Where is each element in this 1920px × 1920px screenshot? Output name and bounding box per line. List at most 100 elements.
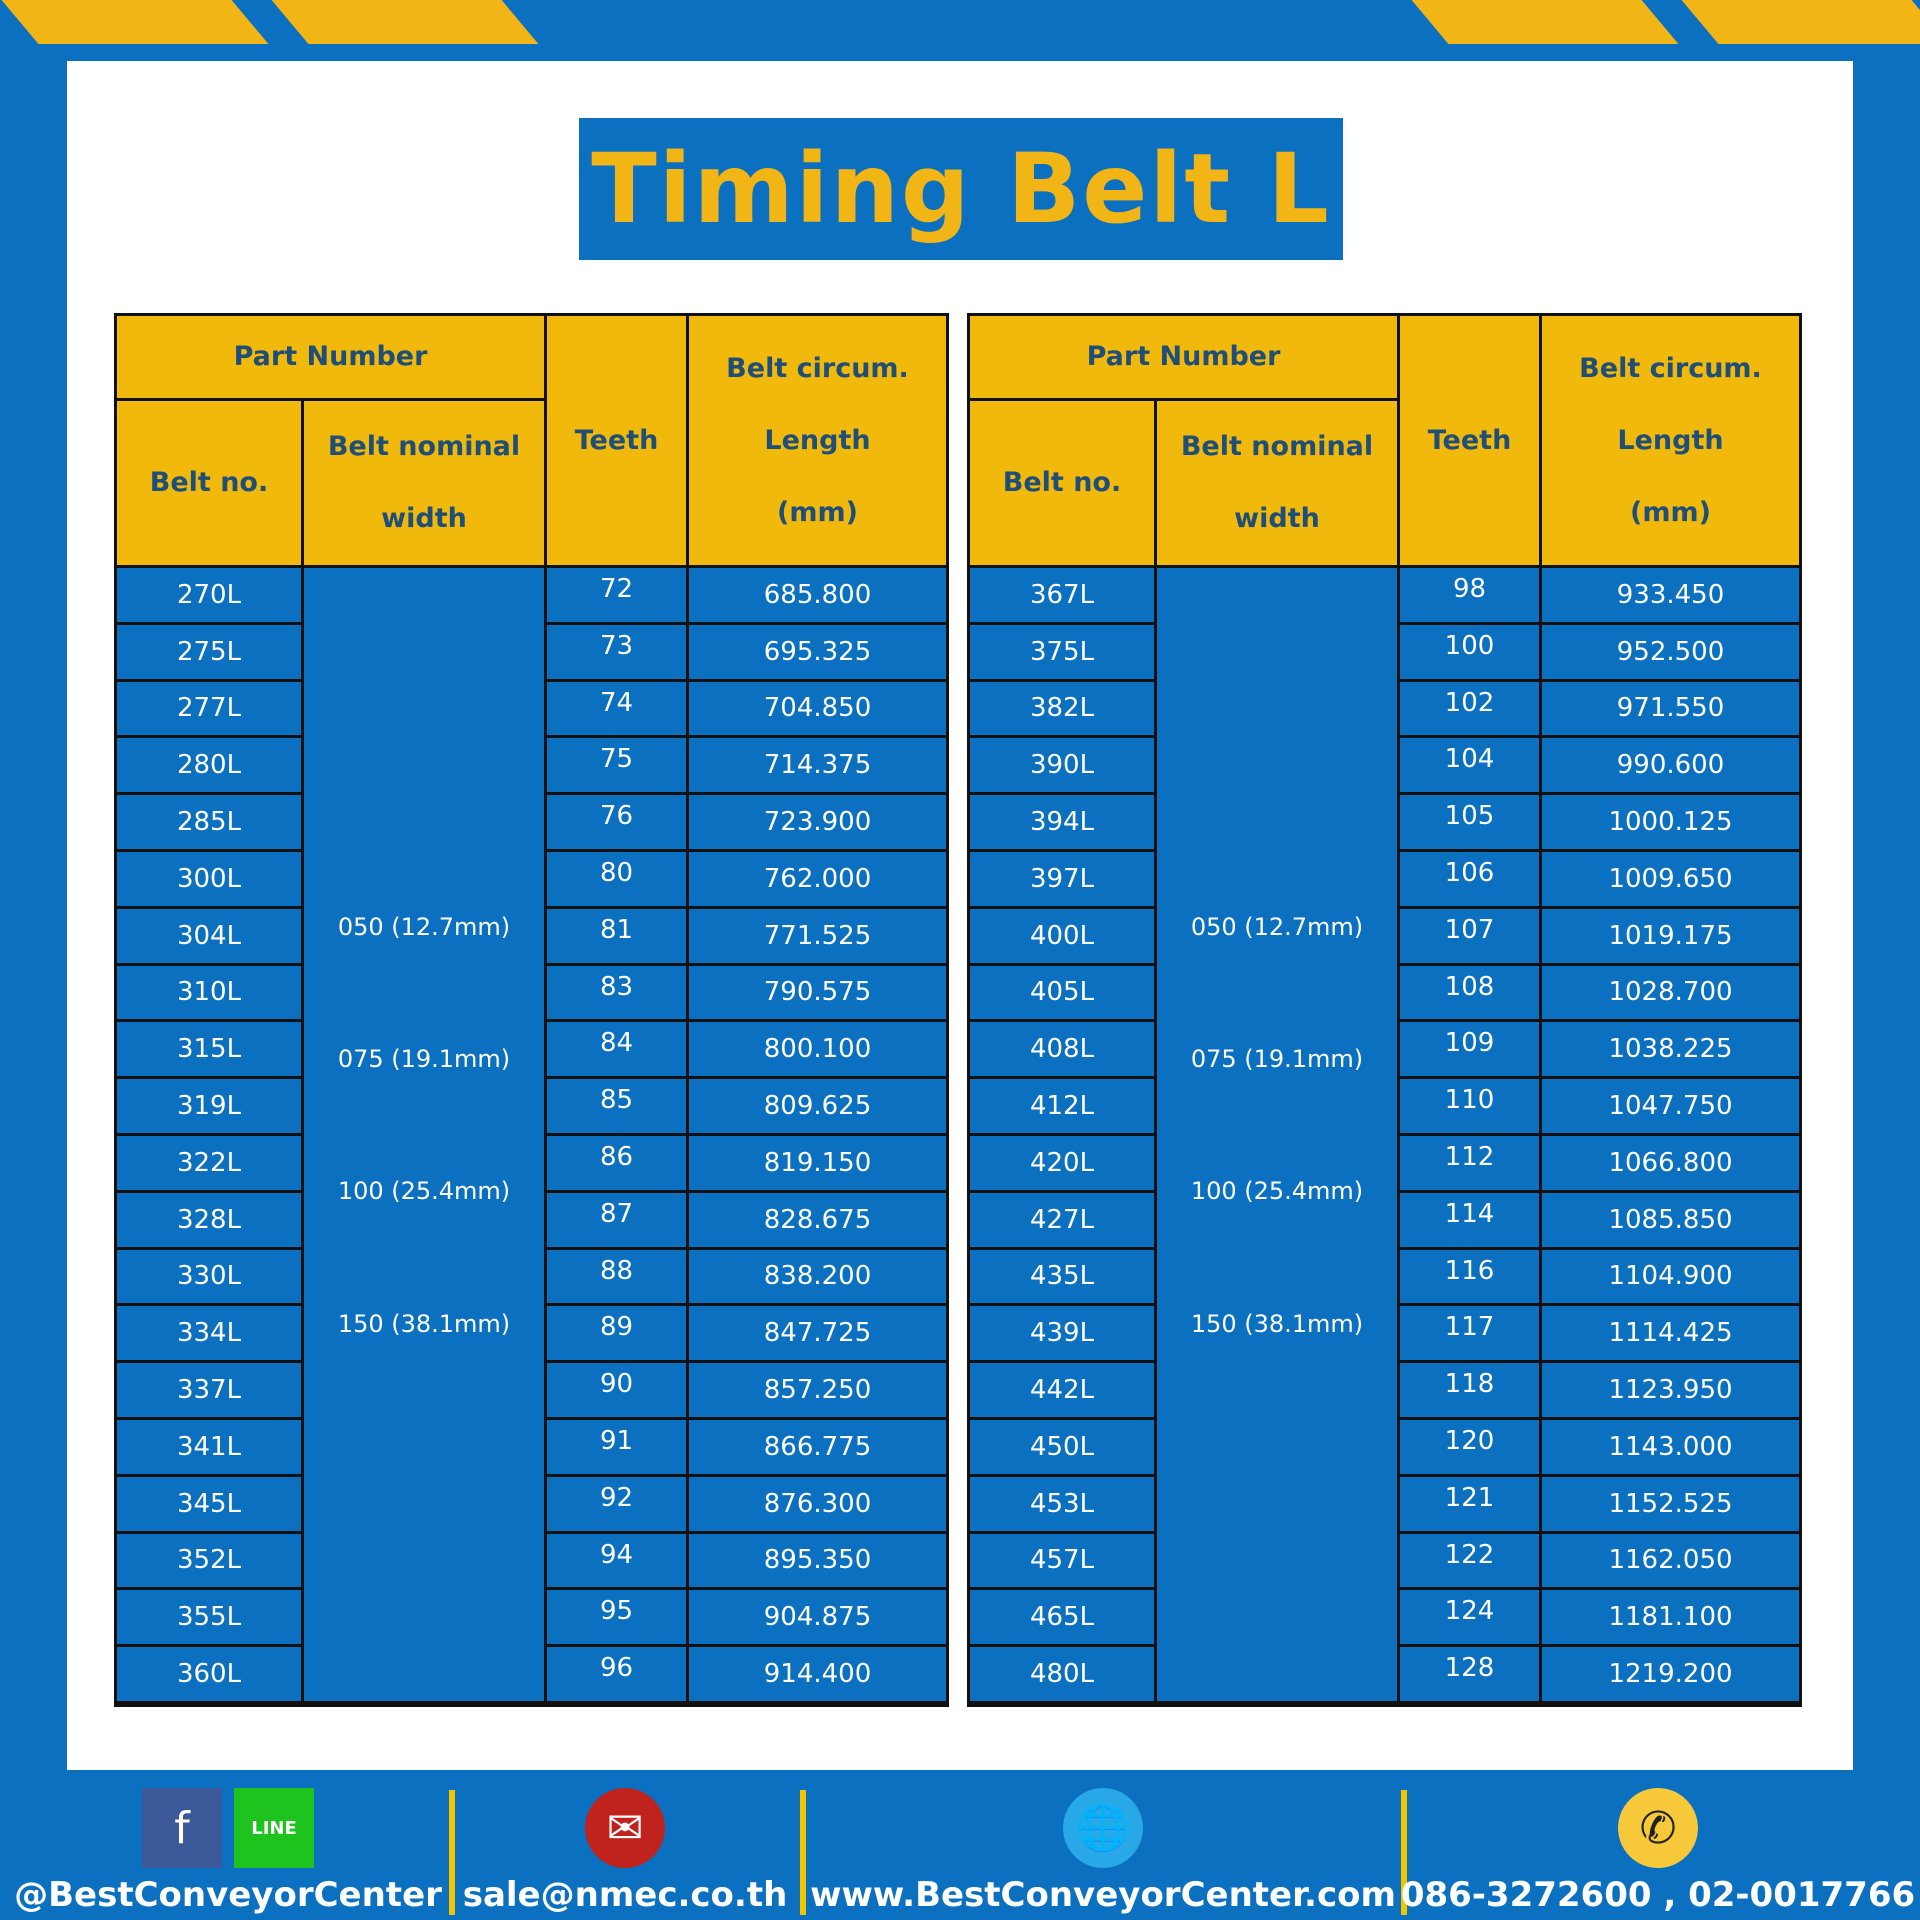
divider [800,1790,806,1915]
decor-stripe [1681,0,1920,44]
belt-width-label: 100 (25.4mm) [337,1177,511,1205]
belt-no-cell-text: 315L [176,1034,242,1065]
social-handle[interactable]: @BestConveyorCenter [14,1875,442,1915]
length-cell: 990.600 [1542,738,1799,793]
length-cell: 838.200 [689,1249,946,1304]
teeth-cell: 105 [1400,795,1539,849]
length-cell: 866.775 [689,1420,946,1474]
belt-no-cell: 408L [970,1022,1154,1077]
teeth-cell-text: 91 [599,1426,634,1456]
header-belt-no-text: Belt no. [149,467,269,498]
length-cell-text: 1123.950 [1608,1375,1733,1406]
belt-no-cell-text: 355L [176,1602,242,1633]
teeth-cell-text: 98 [1452,574,1487,604]
belt-width-label: 150 (38.1mm) [1190,1310,1364,1338]
belt-no-cell: 457L [970,1533,1154,1588]
teeth-cell: 96 [547,1647,686,1701]
teeth-cell: 121 [1400,1476,1539,1531]
teeth-cell: 112 [1400,1136,1539,1190]
header-text: Belt circum. [1579,352,1762,384]
length-cell: 1038.225 [1542,1022,1799,1077]
teeth-cell: 90 [547,1363,686,1417]
belt-no-cell-text: 330L [176,1261,242,1292]
length-cell: 800.100 [689,1022,946,1077]
header-part-number: Part Number [970,316,1397,398]
teeth-cell-text: 80 [599,858,634,888]
length-cell-text: 895.350 [763,1545,872,1576]
belt-no-cell: 345L [117,1476,301,1531]
teeth-cell: 114 [1400,1192,1539,1247]
length-cell: 1181.100 [1542,1590,1799,1645]
teeth-cell: 104 [1400,738,1539,793]
length-cell: 933.450 [1542,568,1799,622]
email-link[interactable]: sale@nmec.co.th [462,1875,788,1915]
belt-no-cell: 439L [970,1306,1154,1361]
teeth-cell: 74 [547,681,686,736]
length-cell-text: 1019.175 [1608,920,1733,951]
teeth-cell: 73 [547,624,686,679]
phone-numbers[interactable]: 086-3272600 , 02-0017766 [1400,1875,1916,1915]
length-cell: 847.725 [689,1306,946,1361]
website-link[interactable]: www.BestConveyorCenter.com [810,1875,1396,1915]
teeth-cell: 75 [547,738,686,793]
teeth-cell-text: 107 [1444,914,1495,945]
teeth-cell: 117 [1400,1306,1539,1361]
belt-table-left: Part Number Belt no. Belt nominal width Teet… [114,313,949,1707]
length-cell-text: 790.575 [763,977,872,1008]
header-teeth-text: Teeth [574,424,659,456]
teeth-cell-text: 90 [599,1369,634,1400]
length-cell-text: 723.900 [763,807,872,838]
header-belt-no-text: Belt no. [1002,467,1122,498]
teeth-cell-text: 94 [599,1539,634,1570]
header-text: width [381,503,467,534]
belt-no-cell: 322L [117,1136,301,1190]
belt-width-label: 100 (25.4mm) [1190,1177,1364,1205]
length-cell: 1000.125 [1542,795,1799,849]
length-cell: 1152.525 [1542,1476,1799,1531]
belt-no-cell: 304L [117,908,301,963]
belt-no-cell: 341L [117,1420,301,1474]
teeth-cell-text: 105 [1444,801,1495,832]
belt-no-cell-text: 300L [176,863,242,894]
length-cell: 1066.800 [1542,1136,1799,1190]
phone-icon[interactable]: ✆ [1618,1788,1698,1868]
belt-no-cell-text: 275L [176,636,242,667]
belt-width-merged-cell: 050 (12.7mm) 075 (19.1mm) 100 (25.4mm) 150 … [1157,568,1397,1701]
teeth-cell-text: 73 [599,630,634,661]
belt-width-label: 075 (19.1mm) [1190,1045,1364,1073]
belt-no-cell: 270L [117,568,301,622]
teeth-cell-text: 84 [599,1028,634,1059]
length-cell-text: 704.850 [763,693,872,724]
globe-icon[interactable]: 🌐 [1063,1788,1143,1868]
length-cell: 857.250 [689,1363,946,1417]
page-title: Timing Belt L [579,118,1343,260]
belt-no-cell-text: 270L [176,579,242,610]
length-cell-text: 809.625 [763,1091,872,1122]
belt-no-cell: 300L [117,852,301,906]
header-part-number: Part Number [117,316,544,398]
belt-no-cell: 315L [117,1022,301,1077]
belt-no-cell-text: 390L [1029,750,1095,781]
line-icon[interactable]: LINE [234,1788,314,1868]
teeth-cell-text: 92 [599,1482,634,1513]
teeth-cell: 72 [547,568,686,622]
belt-no-cell-text: 450L [1029,1431,1095,1462]
belt-no-cell-text: 453L [1029,1488,1095,1519]
teeth-cell: 100 [1400,624,1539,679]
email-icon[interactable]: ✉ [585,1788,665,1868]
teeth-cell: 86 [547,1136,686,1190]
length-cell: 1104.900 [1542,1249,1799,1304]
teeth-cell-text: 124 [1444,1596,1495,1627]
belt-no-cell: 352L [117,1533,301,1588]
header-length: Belt circum. Length (mm) [689,316,946,565]
belt-no-cell-text: 334L [176,1318,242,1349]
belt-no-cell: 427L [970,1192,1154,1247]
teeth-cell-text: 83 [599,971,634,1002]
teeth-cell: 108 [1400,965,1539,1020]
length-cell-text: 1038.225 [1608,1034,1733,1065]
facebook-icon[interactable]: f [142,1788,222,1868]
length-cell: 895.350 [689,1533,946,1588]
belt-width-merged-cell: 050 (12.7mm) 075 (19.1mm) 100 (25.4mm) 150 … [304,568,544,1701]
teeth-cell: 118 [1400,1363,1539,1417]
length-cell: 790.575 [689,965,946,1020]
